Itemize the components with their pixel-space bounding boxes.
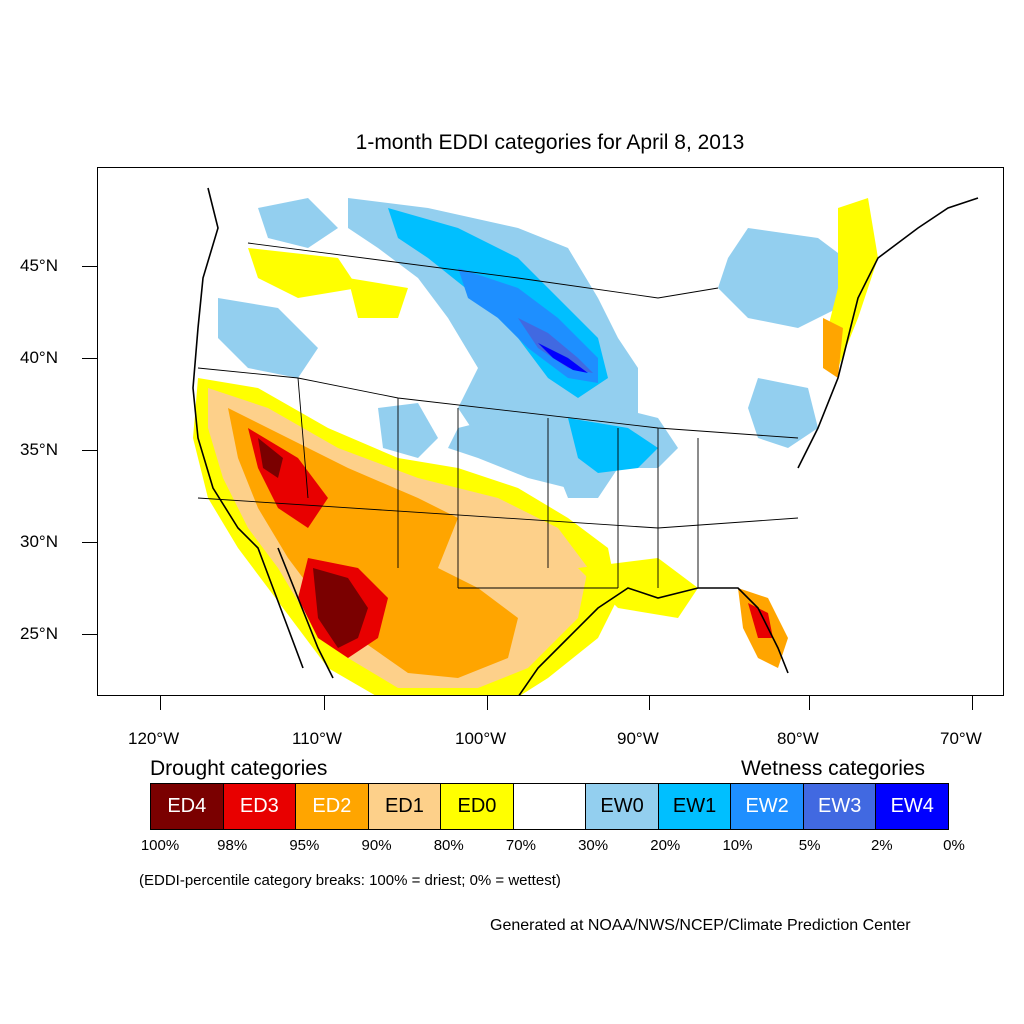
legend-swatch: EW0: [586, 784, 659, 829]
map-title: 1-month EDDI categories for April 8, 201…: [355, 131, 745, 154]
lat-label: 25°N: [20, 624, 58, 643]
legend-swatch: ED4: [151, 784, 224, 829]
legend-swatch: ED1: [368, 784, 442, 829]
percentile-break: 98%: [217, 837, 248, 854]
state-borders: [197, 242, 799, 589]
legend-swatch: ED2: [296, 784, 369, 829]
percentile-break: 30%: [578, 837, 609, 854]
lon-label: 100°W: [455, 729, 507, 748]
lon-tick: [972, 696, 973, 710]
lon-tick: [487, 696, 488, 710]
lon-label: 110°W: [292, 729, 342, 748]
lat-tick: [82, 358, 97, 359]
eddi-map: [97, 167, 1004, 696]
map-canvas: [192, 187, 979, 695]
drought-heading: Drought categories: [150, 757, 328, 780]
legend-swatch: EW4: [876, 784, 949, 829]
percentile-break: 90%: [361, 837, 392, 854]
legend-swatch: [513, 784, 587, 829]
legend-swatch: ED0: [441, 784, 514, 829]
lat-tick: [82, 266, 97, 267]
percentile-break: 100%: [140, 837, 180, 854]
percentile-break: 70%: [505, 837, 536, 854]
lat-label: 40°N: [20, 348, 58, 367]
percentile-break: 0%: [943, 837, 965, 854]
lat-tick: [82, 542, 97, 543]
category-note: (EDDI-percentile category breaks: 100% =…: [139, 872, 561, 889]
lat-label: 30°N: [20, 532, 58, 551]
lon-label: 70°W: [940, 729, 982, 748]
legend-swatch: EW2: [731, 784, 804, 829]
wetness-regions: [218, 198, 858, 498]
credit-text: Generated at NOAA/NWS/NCEP/Climate Predi…: [490, 917, 911, 934]
lon-label: 90°W: [617, 729, 659, 748]
legend-swatch: EW1: [658, 784, 732, 829]
lon-label: 120°W: [128, 729, 180, 748]
lat-tick: [82, 450, 97, 451]
lon-tick: [324, 696, 325, 710]
lon-tick: [809, 696, 810, 710]
percentile-break: 80%: [433, 837, 464, 854]
percentile-break: 2%: [870, 837, 893, 854]
coastlines: [192, 187, 979, 695]
percentile-break: 95%: [289, 837, 320, 854]
lon-tick: [160, 696, 161, 710]
percentile-break: 10%: [722, 837, 753, 854]
lat-label: 45°N: [20, 256, 58, 275]
lon-tick: [649, 696, 650, 710]
lat-tick: [82, 634, 97, 635]
lat-label: 35°N: [20, 440, 58, 459]
percentile-break: 5%: [798, 837, 821, 854]
legend-swatch: EW3: [803, 784, 877, 829]
lon-label: 80°W: [777, 729, 819, 748]
wetness-heading: Wetness categories: [741, 757, 926, 780]
percentile-break: 20%: [650, 837, 681, 854]
category-legend: ED4 ED3 ED2 ED1 ED0 EW0 EW1 EW2 EW3 EW4: [150, 783, 949, 830]
legend-swatch: ED3: [223, 784, 297, 829]
